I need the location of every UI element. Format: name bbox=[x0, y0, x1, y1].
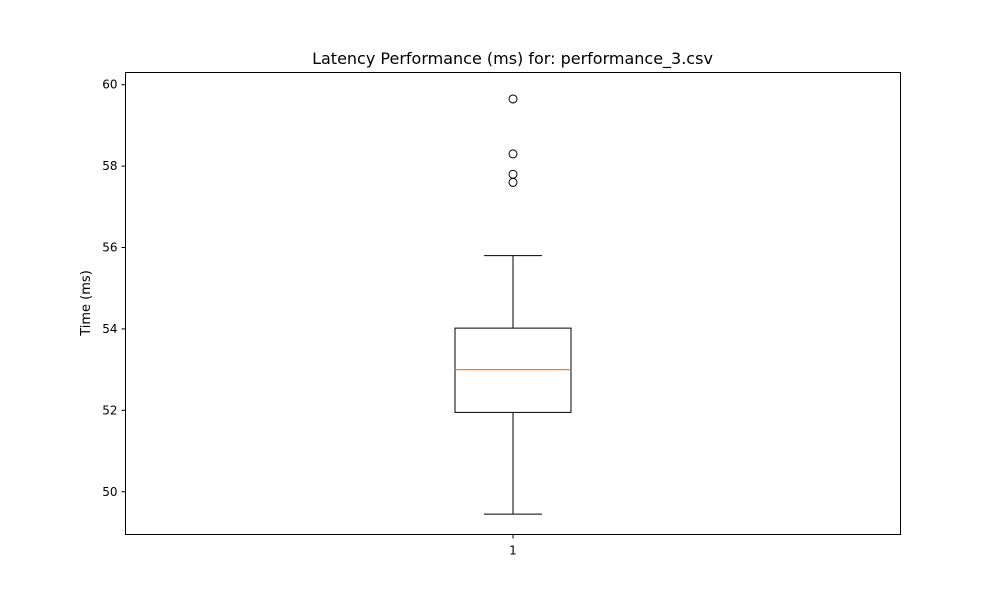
y-tick-label: 50 bbox=[102, 485, 117, 499]
chart-title: Latency Performance (ms) for: performanc… bbox=[312, 49, 713, 69]
y-tick-label: 56 bbox=[102, 241, 117, 255]
interquartile-box bbox=[454, 327, 572, 413]
y-tick-label: 60 bbox=[102, 78, 117, 92]
y-tick-label: 52 bbox=[102, 403, 117, 417]
outlier-point bbox=[508, 149, 518, 159]
x-axis: 1 bbox=[509, 534, 517, 558]
x-tick-label: 1 bbox=[509, 544, 517, 558]
outlier-point bbox=[508, 177, 518, 187]
y-axis-label: Time (ms) bbox=[79, 270, 94, 337]
y-tick-label: 54 bbox=[102, 322, 117, 336]
y-tick-label: 58 bbox=[102, 159, 117, 173]
y-axis: 50 52 54 56 58 60 bbox=[102, 78, 126, 499]
boxes-group bbox=[454, 94, 572, 515]
outlier-point bbox=[508, 94, 518, 104]
outlier-point bbox=[508, 169, 518, 179]
